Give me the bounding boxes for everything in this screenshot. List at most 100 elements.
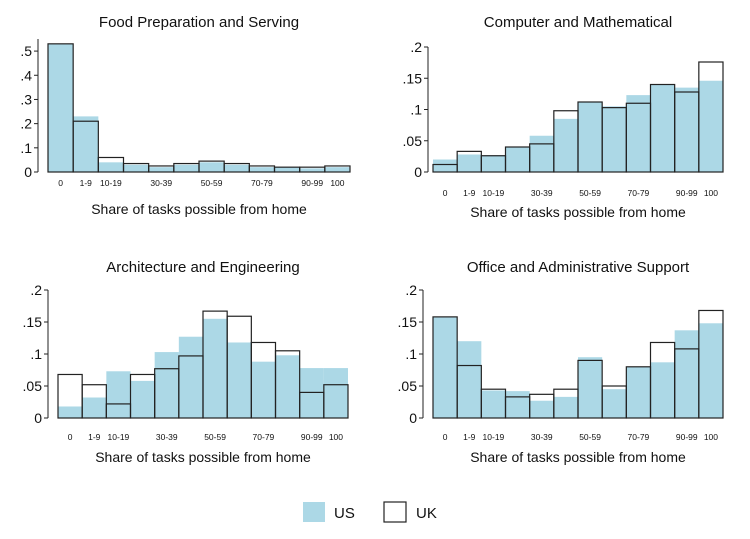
- x-axis-label: Share of tasks possible from home: [470, 204, 686, 220]
- bar-us-100: [698, 80, 723, 172]
- x-tick-label: 30-39: [531, 188, 553, 198]
- y-tick-label: .5: [20, 43, 32, 59]
- bar-us-1-9: [457, 154, 482, 172]
- x-tick-label: 100: [330, 178, 344, 188]
- bar-us-40-49: [178, 336, 203, 418]
- bar-us-70-79: [249, 167, 275, 172]
- x-tick-label: 50-59: [579, 188, 601, 198]
- bar-us-30-39: [154, 352, 179, 418]
- x-tick-label: 50-59: [204, 432, 226, 442]
- y-tick-label: 0: [409, 410, 417, 426]
- x-tick-label: 30-39: [531, 432, 553, 442]
- bar-us-60-69: [224, 164, 250, 172]
- bar-us-30-39: [529, 135, 554, 172]
- x-tick-label: 10-19: [100, 178, 122, 188]
- bar-uk-80-89: [274, 350, 301, 419]
- chart-panel-1: Food Preparation and Serving 0 .1 .2 .3 .4 .5 0…: [20, 14, 351, 217]
- bar-us-1-9: [457, 341, 482, 418]
- bar-us-80-89: [650, 84, 675, 172]
- bar-us-60-69: [602, 389, 627, 418]
- chart-title: Office and Administrative Support: [467, 259, 690, 276]
- bar-us-1-9: [82, 397, 107, 418]
- bar-us-0: [433, 159, 458, 172]
- bar-us-10-19: [481, 155, 506, 172]
- bar-us-50-59: [199, 162, 225, 172]
- legend-label-us: US: [334, 505, 355, 522]
- bar-us-70-79: [251, 361, 276, 418]
- bar-us-0: [433, 316, 458, 418]
- bar-us-90-99: [299, 168, 325, 172]
- x-axis-label: Share of tasks possible from home: [95, 449, 311, 465]
- y-tick-label: .15: [403, 70, 423, 86]
- y-tick-label: .3: [20, 91, 32, 107]
- x-axis-label: Share of tasks possible from home: [470, 449, 686, 465]
- bar-us-60-69: [602, 106, 627, 172]
- x-tick-label: 100: [704, 432, 718, 442]
- bar-uk-1-9: [81, 384, 107, 419]
- legend-label-uk: UK: [416, 505, 437, 522]
- x-tick-label: 90-99: [301, 178, 323, 188]
- bar-us-80-89: [275, 355, 300, 418]
- x-tick-label: 30-39: [156, 432, 178, 442]
- bar-us-20-29: [130, 380, 155, 418]
- y-tick-label: 0: [34, 410, 42, 426]
- bar-us-50-59: [578, 102, 603, 172]
- y-tick-label: .4: [20, 67, 32, 83]
- x-tick-label: 70-79: [253, 432, 275, 442]
- x-tick-label: 70-79: [628, 432, 650, 442]
- bar-us-50-59: [203, 318, 228, 418]
- bar-us-10-19: [98, 162, 124, 172]
- y-tick-label: .2: [20, 116, 32, 132]
- y-tick-label: .05: [398, 378, 418, 394]
- bar-us-30-39: [529, 400, 554, 418]
- bar-us-0: [58, 406, 83, 418]
- y-tick-label: .2: [30, 282, 42, 298]
- bar-us-100: [324, 167, 350, 172]
- x-tick-label: 30-39: [150, 178, 172, 188]
- chart-panel-3: Architecture and Engineering 0 .05 .1 .15 .2 0…: [23, 259, 349, 465]
- bar-us-40-49: [553, 118, 578, 172]
- bar-us-20-29: [505, 147, 530, 172]
- bar-us-80-89: [650, 362, 675, 418]
- y-tick-label: .1: [405, 346, 417, 362]
- x-tick-label: 10-19: [108, 432, 130, 442]
- chart-panel-4: Office and Administrative Support 0 .05 .1.…: [398, 259, 724, 465]
- x-tick-label: 1-9: [80, 178, 93, 188]
- bar-us-90-99: [299, 368, 324, 418]
- x-tick-label: 50-59: [201, 178, 223, 188]
- bar-us-100: [323, 368, 348, 418]
- bar-us-0: [48, 43, 74, 172]
- bar-us-50-59: [578, 357, 603, 418]
- y-tick-label: .1: [410, 102, 422, 118]
- bar-us-20-29: [123, 164, 149, 172]
- y-tick-label: .2: [405, 282, 417, 298]
- bar-us-70-79: [626, 366, 651, 418]
- x-tick-label: 90-99: [676, 188, 698, 198]
- bar-us-40-49: [173, 164, 199, 172]
- x-tick-label: 70-79: [628, 188, 650, 198]
- x-tick-label: 10-19: [483, 188, 505, 198]
- bar-us-10-19: [481, 390, 506, 418]
- bar-uk-100: [324, 165, 351, 173]
- legend-swatch-uk: [383, 501, 407, 523]
- x-tick-label: 50-59: [579, 432, 601, 442]
- y-tick-label: .1: [20, 140, 32, 156]
- x-tick-label: 90-99: [676, 432, 698, 442]
- x-tick-label: 0: [68, 432, 73, 442]
- bar-us-10-19: [106, 371, 131, 418]
- bar-us-90-99: [674, 330, 699, 418]
- bar-us-80-89: [274, 167, 300, 172]
- bar-us-20-29: [505, 391, 530, 418]
- legend-swatch-us: [303, 502, 325, 522]
- x-axis-label: Share of tasks possible from home: [91, 201, 307, 217]
- y-tick-label: .1: [30, 346, 42, 362]
- x-tick-label: 0: [58, 178, 63, 188]
- bar-us-30-39: [148, 167, 174, 172]
- x-tick-label: 70-79: [251, 178, 273, 188]
- bar-us-1-9: [73, 116, 99, 172]
- x-tick-label: 0: [443, 188, 448, 198]
- chart-title: Computer and Mathematical: [484, 14, 672, 31]
- bar-us-70-79: [626, 95, 651, 172]
- y-tick-label: .15: [398, 314, 418, 330]
